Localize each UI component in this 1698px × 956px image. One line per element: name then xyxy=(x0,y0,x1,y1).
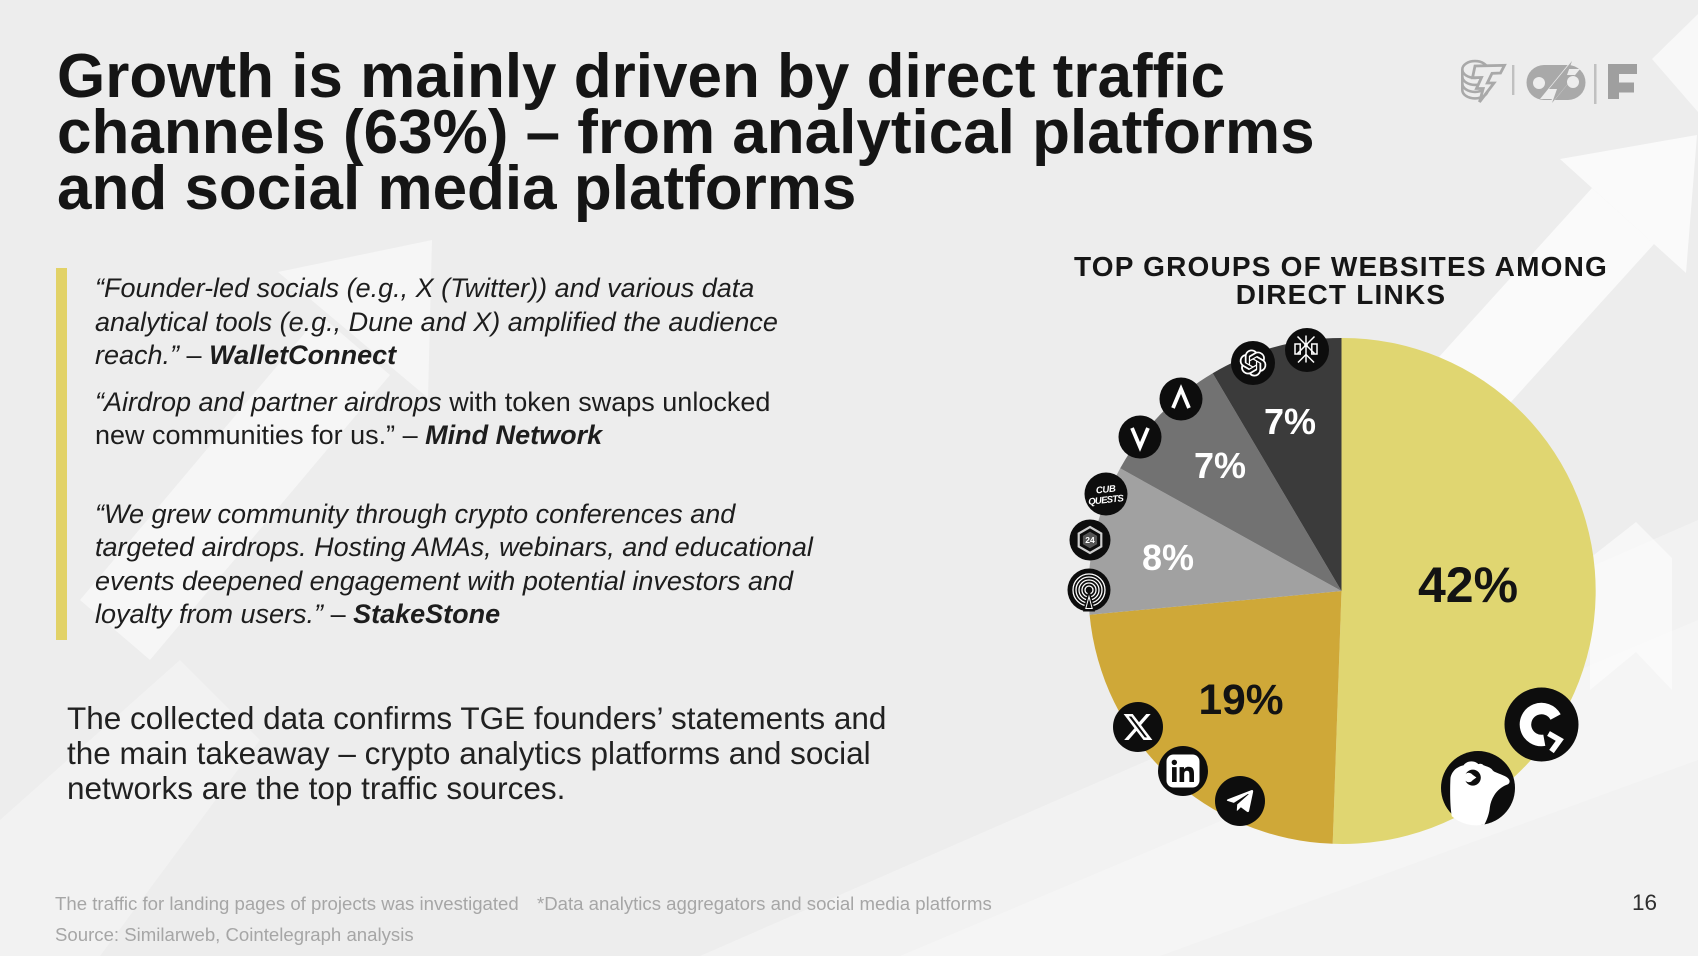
svg-text:8%: 8% xyxy=(1142,537,1194,578)
svg-text:QUESTS: QUESTS xyxy=(1088,493,1125,508)
svg-text:42%: 42% xyxy=(1418,557,1518,613)
svg-text:7%: 7% xyxy=(1194,445,1246,486)
svg-text:7%: 7% xyxy=(1264,401,1316,442)
svg-text:CUB: CUB xyxy=(1095,483,1116,496)
svg-text:19%: 19% xyxy=(1198,677,1283,724)
svg-text:24: 24 xyxy=(1085,535,1095,545)
